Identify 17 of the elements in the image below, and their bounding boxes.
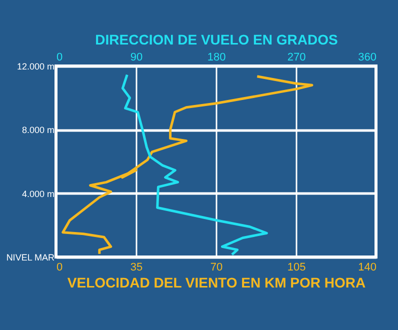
- y-tick-label: 12.000 m: [16, 62, 54, 72]
- x-tick-label: 70: [210, 262, 223, 274]
- x-tick-label: 35: [130, 262, 143, 274]
- x2-tick-label: 360: [358, 52, 376, 64]
- x-tick-label: 140: [358, 262, 376, 274]
- x-axis-title: VELOCIDAD DEL VIENTO EN KM POR HORA: [67, 274, 366, 290]
- x2-tick-label: 270: [287, 52, 306, 64]
- x2-tick-label: 180: [207, 52, 226, 64]
- y-tick-label: 8.000 m: [22, 125, 54, 136]
- x-tick-label: 0: [56, 262, 63, 274]
- x2-tick-label: 0: [56, 52, 63, 64]
- y-tick-label: NIVEL MAR: [6, 252, 55, 262]
- x-tick-label: 105: [287, 262, 306, 274]
- y-tick-label: 4.000 m: [22, 188, 54, 199]
- line-series: [62, 75, 314, 256]
- x2-axis-title: DIRECCION DE VUELO EN GRADOS: [95, 32, 338, 48]
- x2-tick-label: 90: [130, 52, 143, 64]
